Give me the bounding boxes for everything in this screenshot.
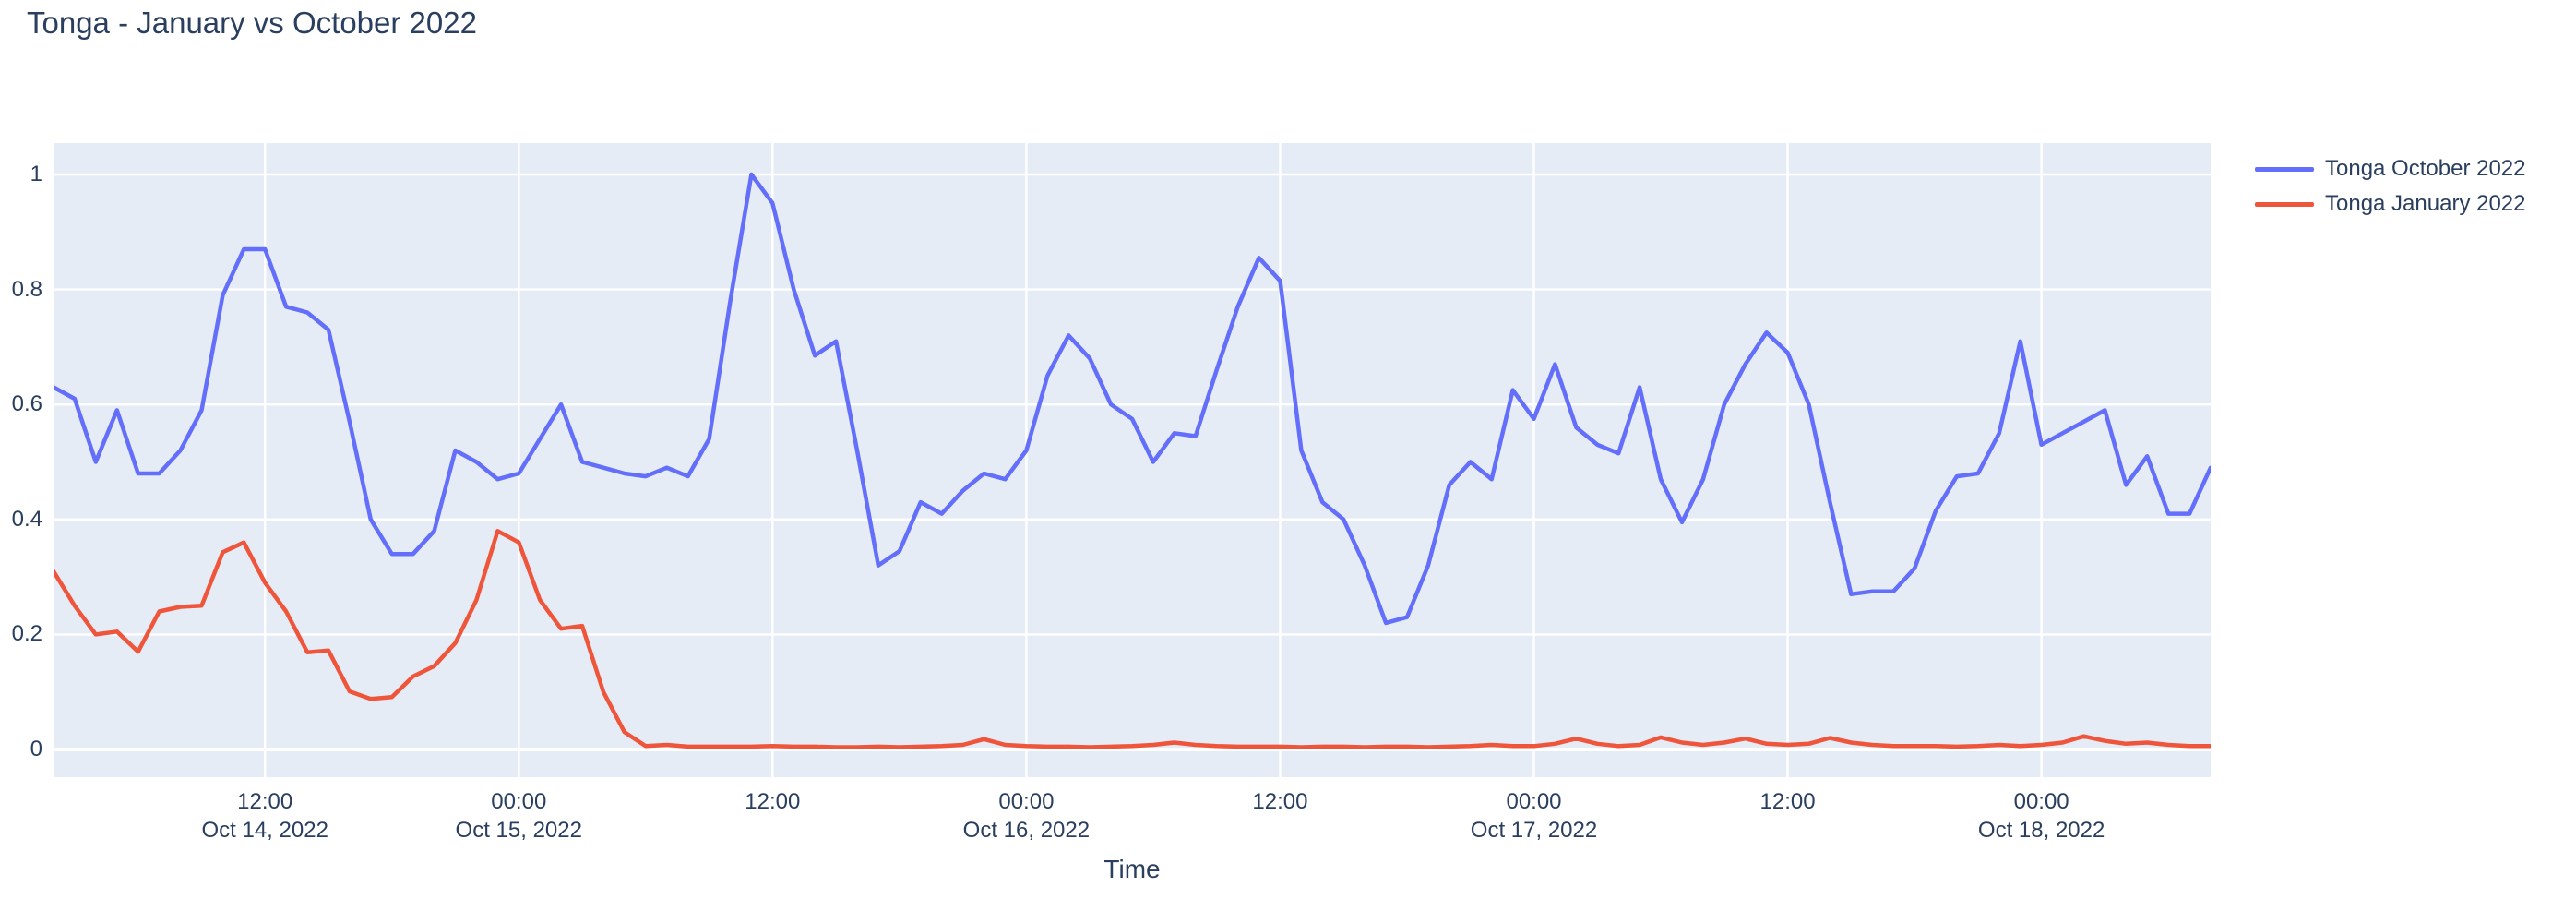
x-tick-time: 00:00 [2013,789,2069,814]
x-tick-date: Oct 15, 2022 [455,818,582,843]
x-tick-date: Oct 14, 2022 [201,818,328,843]
x-tick-time: 00:00 [998,789,1055,814]
y-tick-label: 0 [30,737,42,761]
series-line-tonga-january-2022 [54,529,2211,749]
x-tick-label: 00:00 Oct 15, 2022 [417,787,620,845]
x-tick-date: Oct 18, 2022 [1977,818,2105,843]
legend-item-tonga-october-2022[interactable]: Tonga October 2022 [2255,151,2526,186]
x-tick-time: 00:00 [491,789,547,814]
x-tick-time: 12:00 [237,789,293,814]
y-tick-label: 0.4 [11,506,42,532]
x-tick-time: 12:00 [1252,789,1308,814]
plot-canvas [54,143,2211,777]
x-tick-date: Oct 16, 2022 [962,818,1091,843]
x-tick-label: 12:00 [1687,787,1890,816]
legend-line-swatch-october [2255,166,2314,172]
x-tick-time: 00:00 [1506,789,1562,814]
legend-label: Tonga January 2022 [2325,191,2526,216]
y-tick-label: 1 [30,162,42,186]
plot-area[interactable] [54,143,2211,777]
chart-title: Tonga - January vs October 2022 [27,6,477,40]
y-tick-label: 0.6 [11,391,42,417]
legend-item-tonga-january-2022[interactable]: Tonga January 2022 [2255,186,2526,222]
y-tick-label: 0.2 [11,621,42,647]
y-tick-label: 0.8 [11,276,42,302]
x-tick-time: 12:00 [1759,789,1816,814]
x-tick-label: 00:00 Oct 17, 2022 [1433,787,1636,845]
legend: Tonga October 2022 Tonga January 2022 [2255,151,2526,222]
x-axis-title: Time [1103,855,1161,883]
x-tick-label: 00:00 Oct 16, 2022 [924,787,1127,845]
x-tick-label: 12:00 Oct 14, 2022 [163,787,366,845]
legend-line-swatch-january [2255,201,2314,207]
series-line-tonga-october-2022 [54,172,2211,626]
x-tick-label: 12:00 [1178,787,1381,816]
x-tick-label: 00:00 Oct 18, 2022 [1940,787,2143,845]
x-tick-label: 12:00 [671,787,874,816]
legend-label: Tonga October 2022 [2325,156,2526,181]
x-tick-time: 12:00 [745,789,801,814]
x-tick-date: Oct 17, 2022 [1470,818,1598,843]
